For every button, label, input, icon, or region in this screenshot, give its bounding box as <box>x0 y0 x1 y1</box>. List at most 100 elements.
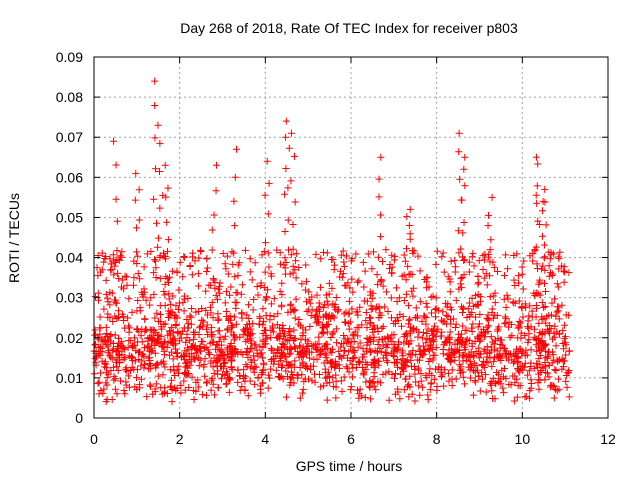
data-point <box>520 257 528 265</box>
data-point <box>208 226 216 234</box>
data-point <box>151 256 159 264</box>
data-point <box>489 292 497 300</box>
data-point <box>225 374 233 382</box>
data-point <box>290 335 298 343</box>
data-point <box>278 362 286 370</box>
data-point <box>267 365 275 373</box>
data-point <box>135 216 143 224</box>
data-point <box>219 348 227 356</box>
data-point <box>179 273 187 281</box>
data-point <box>527 346 535 354</box>
data-point <box>214 310 222 318</box>
data-point <box>201 372 209 380</box>
data-point <box>295 315 303 323</box>
data-point <box>312 344 320 352</box>
data-point <box>169 292 177 300</box>
data-point <box>316 307 324 315</box>
data-point <box>152 274 160 282</box>
data-point <box>229 349 237 357</box>
data-point <box>525 367 533 375</box>
data-point <box>136 304 144 312</box>
data-point <box>276 260 284 268</box>
data-point <box>296 343 304 351</box>
data-point <box>276 373 284 381</box>
data-point <box>510 252 518 260</box>
data-point <box>113 247 121 255</box>
data-point <box>379 282 387 290</box>
y-tick-label: 0 <box>75 410 83 426</box>
data-point <box>486 246 494 254</box>
data-point <box>322 291 330 299</box>
data-point <box>459 229 467 237</box>
data-point <box>521 331 529 339</box>
data-point <box>370 382 378 390</box>
data-point <box>282 393 290 401</box>
data-point <box>170 367 178 375</box>
data-point <box>186 312 194 320</box>
data-point <box>560 345 568 353</box>
data-point <box>156 275 164 283</box>
data-point <box>110 271 118 279</box>
data-point <box>500 389 508 397</box>
data-point <box>151 102 159 110</box>
data-point <box>470 359 478 367</box>
data-point <box>98 249 106 257</box>
data-point <box>194 376 202 384</box>
data-point <box>553 280 561 288</box>
data-point <box>424 396 432 404</box>
data-point <box>416 267 424 275</box>
data-point <box>403 213 411 221</box>
data-point <box>290 326 298 334</box>
data-point <box>252 341 260 349</box>
data-point <box>172 349 180 357</box>
data-point <box>387 294 395 302</box>
data-point <box>374 361 382 369</box>
data-point <box>514 324 522 332</box>
data-point <box>412 304 420 312</box>
data-point <box>292 257 300 265</box>
data-point <box>538 232 546 240</box>
data-point <box>526 252 534 260</box>
data-point <box>317 383 325 391</box>
data-point <box>555 356 563 364</box>
data-point <box>443 338 451 346</box>
data-point <box>475 344 483 352</box>
data-point <box>369 289 377 297</box>
data-point <box>188 373 196 381</box>
data-point <box>133 260 141 268</box>
data-point <box>363 341 371 349</box>
data-point <box>168 376 176 384</box>
data-point <box>344 319 352 327</box>
data-point <box>394 388 402 396</box>
data-point <box>337 251 345 259</box>
data-point <box>205 349 213 357</box>
data-point <box>484 359 492 367</box>
data-point <box>538 337 546 345</box>
data-point <box>200 363 208 371</box>
data-point <box>241 377 249 385</box>
data-point <box>166 328 174 336</box>
data-point <box>214 316 222 324</box>
data-point <box>222 265 230 273</box>
data-point <box>110 363 118 371</box>
data-point <box>460 218 468 226</box>
data-point <box>182 363 190 371</box>
data-point <box>469 320 477 328</box>
data-point <box>192 308 200 316</box>
data-point <box>511 379 519 387</box>
data-point <box>133 386 141 394</box>
data-point <box>542 319 550 327</box>
data-point <box>346 284 354 292</box>
data-point <box>130 274 138 282</box>
data-point <box>354 358 362 366</box>
data-point <box>494 268 502 276</box>
data-point <box>390 256 398 264</box>
data-point <box>174 369 182 377</box>
data-point <box>330 303 338 311</box>
data-point <box>465 268 473 276</box>
data-point <box>212 358 220 366</box>
data-point <box>208 376 216 384</box>
data-point <box>278 291 286 299</box>
y-tick-label: 0.07 <box>56 129 83 145</box>
data-point <box>481 333 489 341</box>
